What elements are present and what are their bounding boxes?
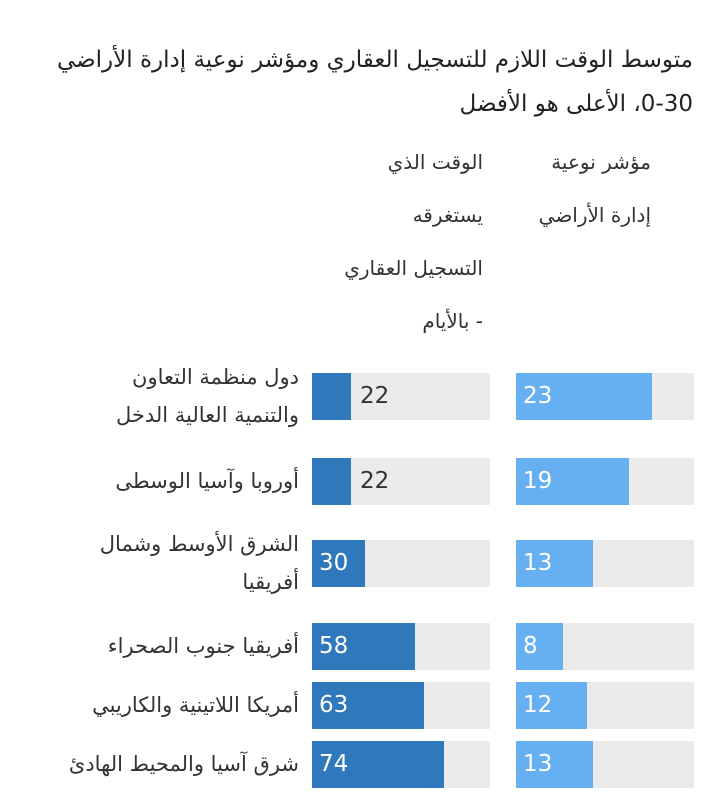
index-bar-track: 8 bbox=[516, 623, 694, 670]
category-label: أوروبا وآسيا الوسطى bbox=[9, 462, 299, 500]
time-value-label: 30 bbox=[319, 550, 349, 576]
index-bar-track: 23 bbox=[516, 373, 694, 420]
category-label: الشرق الأوسط وشمال أفريقيا bbox=[9, 525, 299, 601]
category-label-line: شرق آسيا والمحيط الهادئ bbox=[68, 752, 299, 776]
index-bar-track: 19 bbox=[516, 458, 694, 505]
time-bar-track: 63 bbox=[312, 682, 490, 729]
time-bar bbox=[312, 682, 424, 729]
index-value-label: 8 bbox=[523, 633, 538, 659]
index-value-label: 13 bbox=[523, 751, 553, 777]
category-label-line: أفريقيا جنوب الصحراء bbox=[107, 634, 299, 658]
chart-title: متوسط الوقت اللازم للتسجيل العقاري ومؤشر… bbox=[12, 38, 693, 126]
index-bar bbox=[516, 540, 593, 587]
index-column-header-line: إدارة الأراضي bbox=[538, 203, 651, 227]
time-bar-track: 30 bbox=[312, 540, 490, 587]
index-value-label: 12 bbox=[523, 692, 553, 718]
category-label-line: أمريكا اللاتينية والكاريبي bbox=[92, 693, 299, 717]
time-bar bbox=[312, 623, 415, 670]
index-value-label: 19 bbox=[523, 468, 553, 494]
index-value-label: 13 bbox=[523, 550, 553, 576]
time-column-header-line: - بالأيام bbox=[422, 309, 483, 333]
time-bar bbox=[312, 458, 351, 505]
time-value-label: 58 bbox=[319, 633, 349, 659]
time-value-label: 74 bbox=[319, 751, 349, 777]
category-label: شرق آسيا والمحيط الهادئ bbox=[9, 745, 299, 783]
category-label: أفريقيا جنوب الصحراء bbox=[9, 627, 299, 665]
time-column-header-line: يستغرقه bbox=[412, 203, 483, 227]
index-bar bbox=[516, 373, 652, 420]
chart-title-line-2: 0-30، الأعلى هو الأفضل bbox=[459, 91, 693, 117]
index-bar bbox=[516, 741, 593, 788]
time-bar-track: 74 bbox=[312, 741, 490, 788]
time-value-label: 63 bbox=[319, 692, 349, 718]
time-bar-track: 22 bbox=[312, 373, 490, 420]
index-bar-track: 12 bbox=[516, 682, 694, 729]
index-bar bbox=[516, 682, 587, 729]
index-column-header: مؤشر نوعية إدارة الأراضي bbox=[471, 136, 651, 242]
time-bar bbox=[312, 741, 444, 788]
time-column-header-line: التسجيل العقاري bbox=[344, 256, 483, 280]
time-bar bbox=[312, 540, 365, 587]
time-value-label: 22 bbox=[360, 383, 390, 409]
category-label-line: أوروبا وآسيا الوسطى bbox=[115, 469, 299, 493]
time-bar bbox=[312, 373, 351, 420]
category-label-line: والتنمية العالية الدخل bbox=[115, 403, 299, 427]
chart-title-line-1: متوسط الوقت اللازم للتسجيل العقاري ومؤشر… bbox=[56, 47, 693, 73]
category-label-line: الشرق الأوسط وشمال bbox=[99, 532, 299, 556]
category-label: دول منظمة التعاون والتنمية العالية الدخل bbox=[9, 358, 299, 434]
index-value-label: 23 bbox=[523, 383, 553, 409]
category-label: أمريكا اللاتينية والكاريبي bbox=[9, 686, 299, 724]
index-column-header-line: مؤشر نوعية bbox=[551, 150, 651, 174]
index-bar bbox=[516, 458, 629, 505]
time-value-label: 22 bbox=[360, 468, 390, 494]
index-bar bbox=[516, 623, 563, 670]
index-bar-track: 13 bbox=[516, 540, 694, 587]
time-column-header: الوقت الذي يستغرقه التسجيل العقاري - بال… bbox=[303, 136, 483, 348]
category-label-line: أفريقيا bbox=[242, 570, 299, 594]
time-column-header-line: الوقت الذي bbox=[387, 150, 483, 174]
category-label-line: دول منظمة التعاون bbox=[132, 365, 299, 389]
time-bar-track: 22 bbox=[312, 458, 490, 505]
time-bar-track: 58 bbox=[312, 623, 490, 670]
index-bar-track: 13 bbox=[516, 741, 694, 788]
